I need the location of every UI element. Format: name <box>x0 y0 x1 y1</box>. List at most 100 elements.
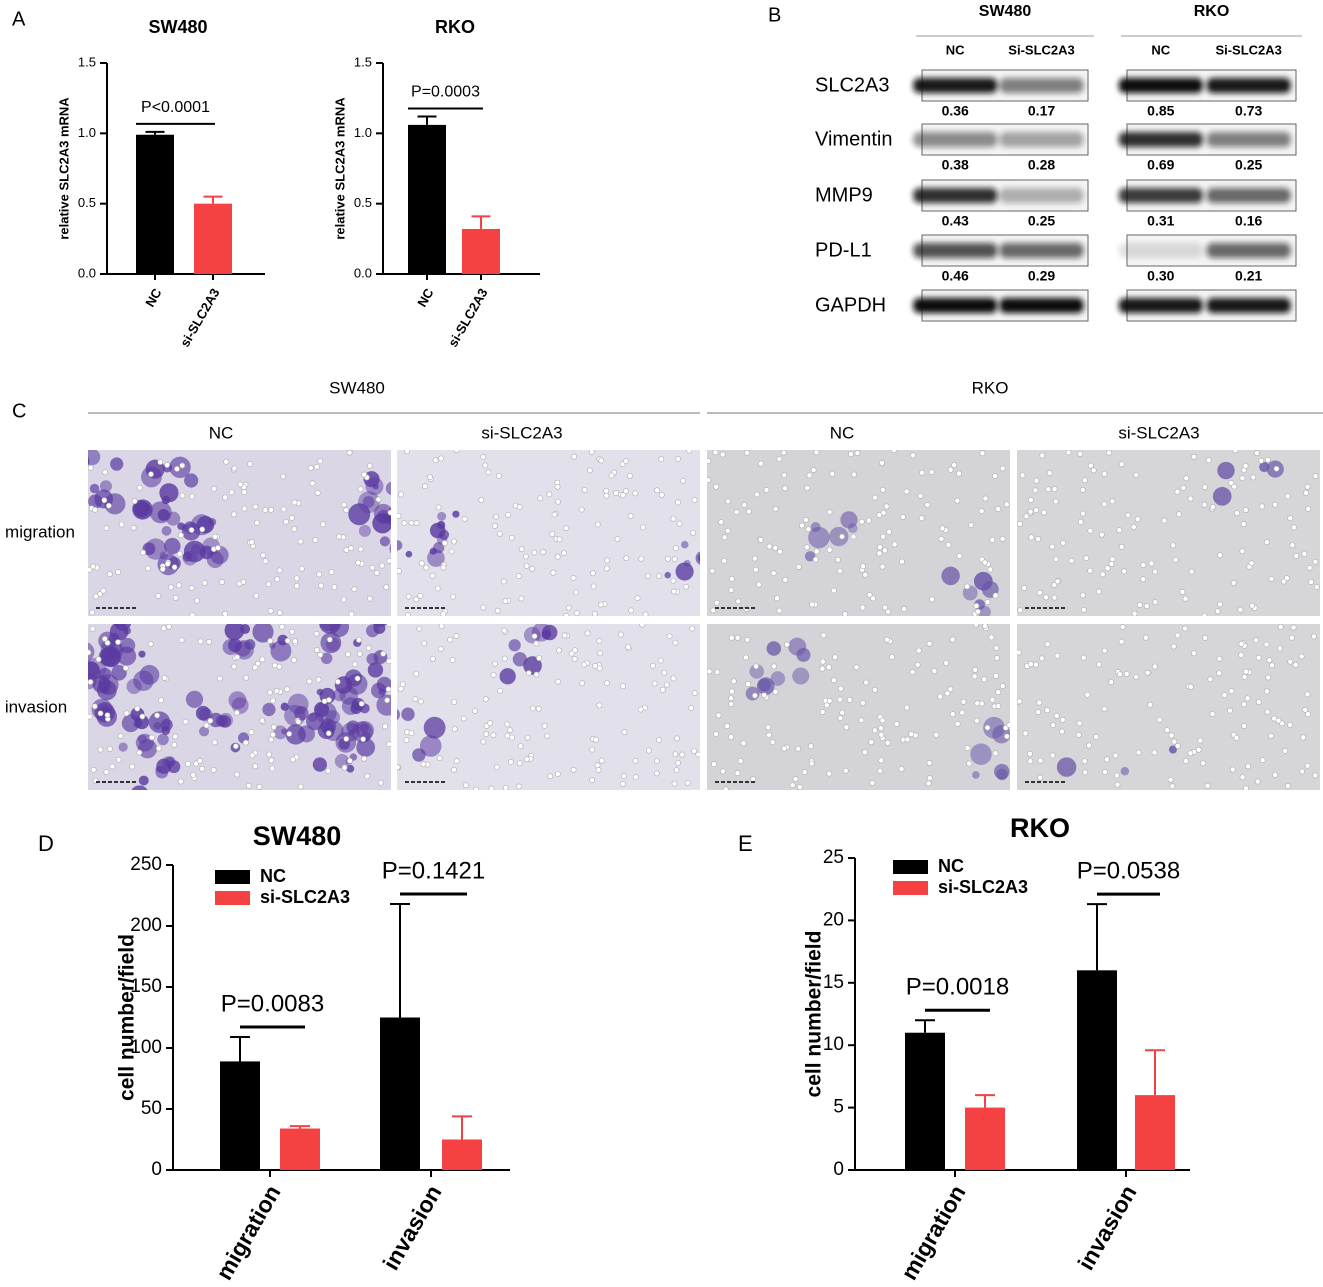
stained-cell <box>262 702 276 717</box>
pore <box>118 521 125 528</box>
pore <box>1109 556 1116 563</box>
pore <box>1200 760 1207 767</box>
pore <box>379 562 385 569</box>
pore <box>613 490 620 496</box>
pore <box>508 534 515 541</box>
pore <box>1269 662 1275 669</box>
pore <box>501 627 508 634</box>
stained-cell <box>114 624 131 631</box>
pore <box>480 604 487 611</box>
pore <box>947 466 954 473</box>
pore <box>1080 654 1087 661</box>
pore <box>480 454 487 460</box>
pore <box>412 696 419 703</box>
pore <box>1290 624 1297 631</box>
pore <box>714 669 721 676</box>
pore <box>924 501 931 508</box>
stained-cell <box>367 662 384 678</box>
pore <box>196 758 203 764</box>
stained-cell <box>88 661 101 681</box>
pore <box>766 543 773 550</box>
pore <box>556 536 563 543</box>
pore <box>316 571 323 578</box>
pore <box>497 687 504 694</box>
chart-title: SW480 <box>148 17 207 37</box>
pore <box>745 681 752 688</box>
pore <box>878 757 885 764</box>
pore <box>447 636 454 643</box>
pore <box>97 710 104 717</box>
error-bar <box>203 195 223 204</box>
pore <box>658 456 665 463</box>
pore <box>365 645 372 651</box>
pore <box>241 489 248 496</box>
band-quantification: 0.25 <box>1028 213 1055 229</box>
stained-cell <box>405 550 413 558</box>
pore <box>242 739 249 746</box>
pore <box>92 506 99 513</box>
chart-title: RKO <box>1010 813 1070 843</box>
pore <box>231 465 238 472</box>
pore <box>1174 743 1181 749</box>
pore <box>728 695 734 702</box>
pore <box>1134 516 1141 523</box>
pore <box>872 494 878 501</box>
stained-cell <box>348 503 371 526</box>
pore <box>1264 457 1271 463</box>
pore <box>1038 655 1045 662</box>
pore <box>954 721 961 727</box>
protein-label: MMP9 <box>815 184 873 206</box>
stained-cell <box>224 624 245 641</box>
pore <box>1191 453 1197 460</box>
pore <box>728 576 735 582</box>
stained-cell <box>334 754 350 769</box>
pore <box>595 767 602 773</box>
y-axis-label: relative SLC2A3 mRNA <box>56 97 71 240</box>
x-tick-label: migration <box>211 1181 286 1285</box>
pore <box>1118 638 1125 645</box>
pore <box>885 608 891 615</box>
pore <box>1272 771 1279 778</box>
pore <box>725 498 731 505</box>
pore <box>109 763 116 770</box>
pore <box>671 780 678 787</box>
pore <box>515 783 522 790</box>
stained-cell <box>808 526 830 549</box>
pore <box>115 569 122 576</box>
pore <box>448 548 455 555</box>
pore <box>437 646 444 652</box>
pore <box>321 698 328 705</box>
pore <box>1060 540 1067 546</box>
blot-band <box>1118 243 1203 258</box>
pore <box>1273 465 1280 472</box>
pore <box>651 680 658 687</box>
stained-cell <box>796 647 811 662</box>
pore <box>780 450 787 456</box>
pore <box>293 575 300 582</box>
pore <box>954 497 961 504</box>
pore <box>1209 504 1216 510</box>
pore <box>147 641 154 647</box>
pore <box>364 773 371 780</box>
pore <box>351 586 358 593</box>
pore <box>1144 669 1151 676</box>
pore <box>223 458 230 465</box>
blot-band <box>1118 78 1203 93</box>
pore <box>157 459 164 465</box>
pore <box>269 697 276 704</box>
pore <box>1289 542 1296 549</box>
pore <box>1243 785 1249 790</box>
pore <box>825 664 832 671</box>
pore <box>550 569 557 576</box>
stained-cell <box>810 522 821 533</box>
pore <box>593 736 599 743</box>
stained-cell <box>397 540 403 551</box>
micrograph <box>1017 450 1320 616</box>
stained-cell <box>89 483 100 494</box>
pore <box>1118 461 1125 468</box>
band-quantification: 0.31 <box>1147 213 1174 229</box>
pore <box>1087 462 1094 469</box>
stained-cell <box>745 686 760 701</box>
blot-band <box>999 78 1084 93</box>
bar <box>136 134 174 274</box>
